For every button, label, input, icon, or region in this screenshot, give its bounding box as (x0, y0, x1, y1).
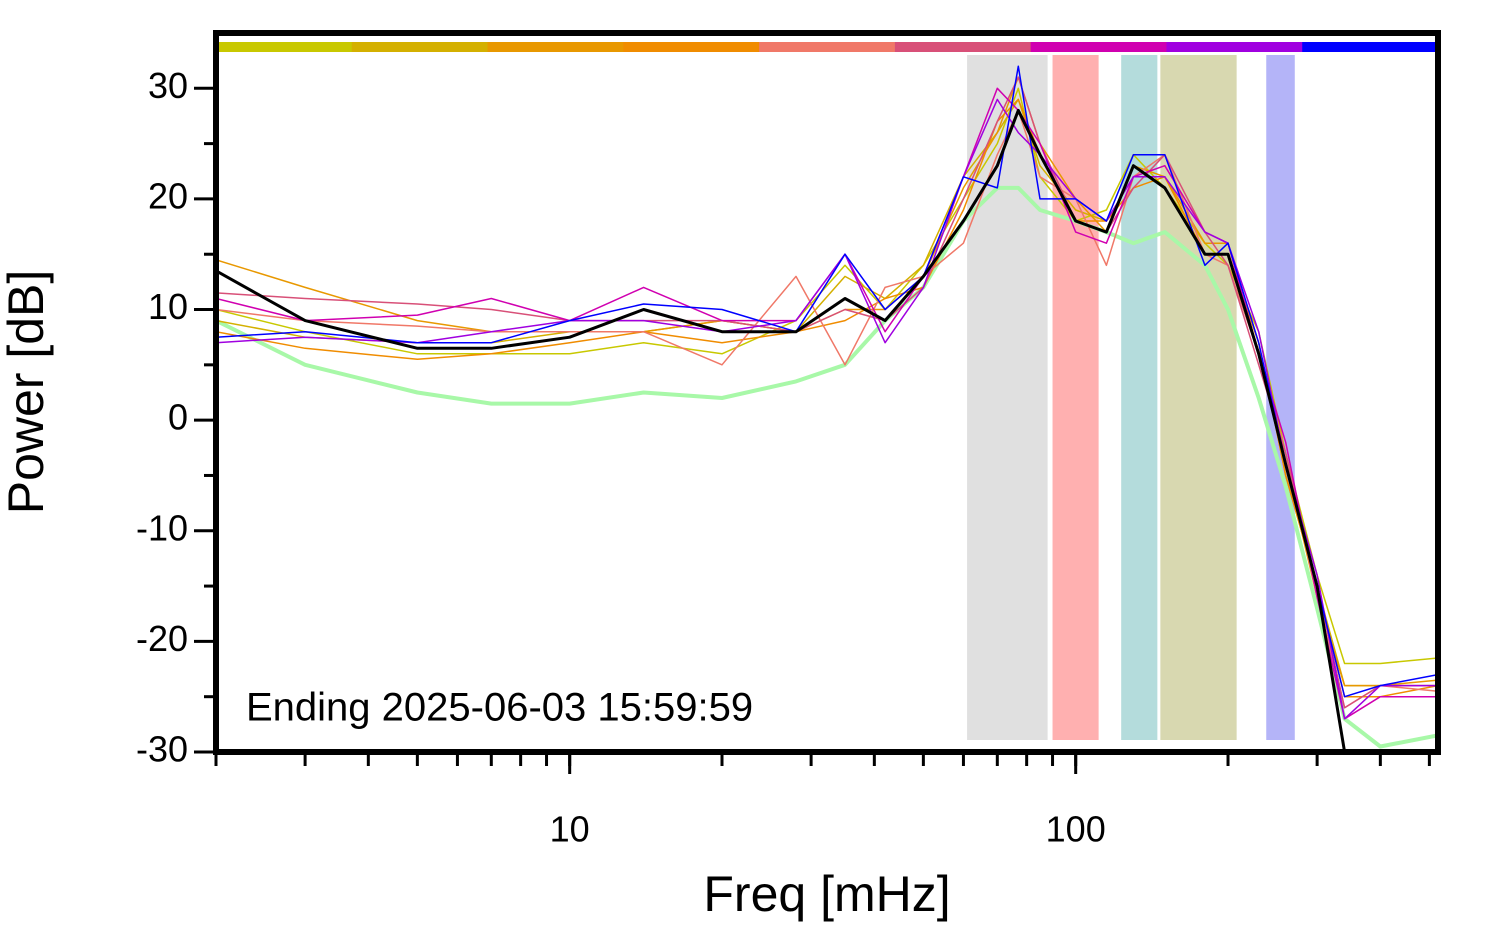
series-line (216, 98, 1438, 720)
series-line (216, 185, 1438, 749)
color-bar (216, 42, 1439, 52)
y-tick-label: -20 (136, 618, 188, 659)
color-bar-segment (351, 42, 489, 52)
plot-frame (213, 30, 1441, 755)
y-tick-label: 30 (148, 65, 188, 106)
annotation: Ending 2025-06-03 15:59:59 (246, 686, 753, 730)
y-tick-label: -30 (136, 729, 188, 770)
color-bar-segment (1302, 42, 1439, 52)
band (1121, 55, 1158, 740)
axes: -30 -20 -10 0 10 20 30 10 100 (136, 65, 1431, 850)
y-tick-label: 10 (148, 286, 188, 327)
color-bar-segment (216, 42, 353, 52)
color-bar-segment (1030, 42, 1167, 52)
y-tick-label: 20 (148, 175, 188, 216)
band (1160, 55, 1237, 740)
series-line (216, 108, 1347, 752)
lines (216, 65, 1438, 752)
band (967, 55, 1048, 740)
x-tick-label: 100 (1046, 809, 1106, 850)
y-tick-label: 0 (168, 397, 188, 438)
color-bar-segment (623, 42, 760, 52)
color-bar-segment (487, 42, 624, 52)
y-axis-label: Power [dB] (0, 270, 54, 515)
x-tick-label: 10 (550, 809, 590, 850)
color-bar-segment (894, 42, 1032, 52)
color-bar-segment (1166, 42, 1303, 52)
band (1052, 55, 1099, 740)
color-bar-segment (759, 42, 896, 52)
x-axis-label: Freq [mHz] (703, 866, 950, 922)
y-tick-label: -10 (136, 507, 188, 548)
